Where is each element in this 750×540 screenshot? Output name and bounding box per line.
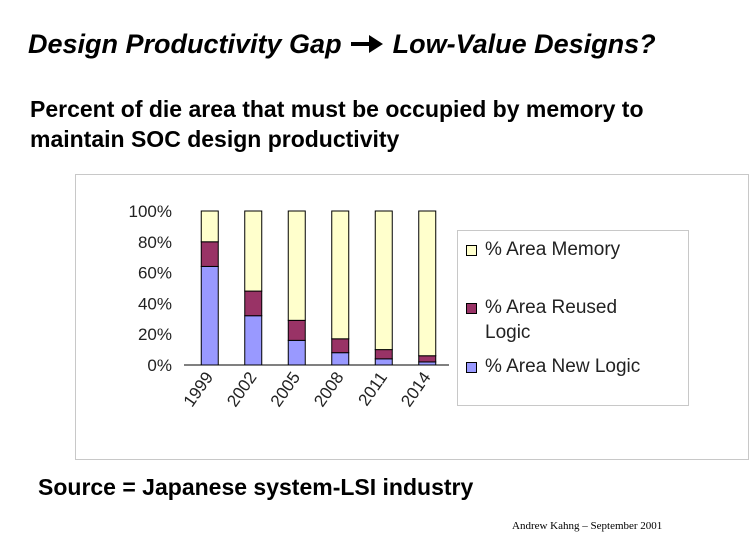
bar-segment-area-memory xyxy=(331,210,350,340)
bar-segment-area-memory xyxy=(244,210,263,292)
y-tick-label: 20% xyxy=(138,325,172,344)
subtitle-line-1: Percent of die area that must be occupie… xyxy=(30,96,644,122)
legend-label-reused-logic: % Area Reused Logic xyxy=(485,297,618,343)
x-tick-label: 2008 xyxy=(310,368,347,410)
bar-segment-area-reused-logic xyxy=(374,349,393,360)
bar-segment-area-new-logic xyxy=(200,265,219,366)
slide-subtitle: Percent of die area that must be occupie… xyxy=(30,94,644,154)
y-tick-label: 0% xyxy=(147,356,172,375)
bar-segment-area-reused-logic xyxy=(331,338,350,354)
legend-swatch-new-logic xyxy=(466,362,477,373)
legend-item-memory: % Area Memory xyxy=(466,237,655,262)
x-tick-label: 2011 xyxy=(354,368,391,409)
legend-swatch-memory xyxy=(466,245,477,256)
x-tick-label: 2002 xyxy=(223,368,260,410)
bar-segment-area-reused-logic xyxy=(244,290,263,317)
source-note: Source = Japanese system-LSI industry xyxy=(38,474,474,500)
x-tick-label: 1999 xyxy=(180,368,217,410)
bar-segment-area-new-logic xyxy=(331,352,350,366)
bar-segment-area-reused-logic xyxy=(200,241,219,267)
bar-segment-area-memory xyxy=(374,210,393,351)
bar-segment-area-reused-logic xyxy=(287,319,306,341)
legend-label-new-logic: % Area New Logic xyxy=(485,356,641,377)
bar-segment-area-new-logic xyxy=(287,339,306,366)
bar-segment-area-new-logic xyxy=(244,315,263,366)
subtitle-line-2: maintain SOC design productivity xyxy=(30,126,400,152)
legend-label-memory: % Area Memory xyxy=(485,239,621,260)
bar-segment-area-memory xyxy=(287,210,306,321)
legend-item-reused-logic: % Area Reused Logic xyxy=(466,295,655,345)
footer-credit: Andrew Kahng – September 2001 xyxy=(512,520,663,532)
legend-item-new-logic: % Area New Logic xyxy=(466,354,655,379)
legend-swatch-reused-logic xyxy=(466,303,477,314)
chart-legend: % Area Memory % Area Reused Logic % Area… xyxy=(457,230,689,406)
right-arrow-icon xyxy=(351,35,384,53)
y-tick-label: 100% xyxy=(129,202,172,221)
y-tick-label: 40% xyxy=(138,294,172,313)
x-tick-label: 2014 xyxy=(397,368,434,410)
slide-title: Design Productivity Gap Low-Value Design… xyxy=(28,26,728,62)
x-tick-label: 2005 xyxy=(267,368,304,410)
title-part1: Design Productivity Gap xyxy=(28,29,342,59)
title-part2: Low-Value Designs? xyxy=(392,29,656,59)
stacked-bar-chart: 0% 20% 40% 60% 80% 100% 1999 2002 2005 2008 2011 20… xyxy=(129,202,449,410)
bar-segment-area-memory xyxy=(418,210,437,357)
bar-segment-area-reused-logic xyxy=(418,355,437,363)
bar-segment-area-memory xyxy=(200,210,219,243)
bar-segment-area-new-logic xyxy=(374,358,393,366)
chart-frame: 0% 20% 40% 60% 80% 100% 1999 2002 2005 2008 2011 20… xyxy=(75,174,749,460)
y-tick-label: 80% xyxy=(138,233,172,252)
y-tick-label: 60% xyxy=(138,264,172,283)
